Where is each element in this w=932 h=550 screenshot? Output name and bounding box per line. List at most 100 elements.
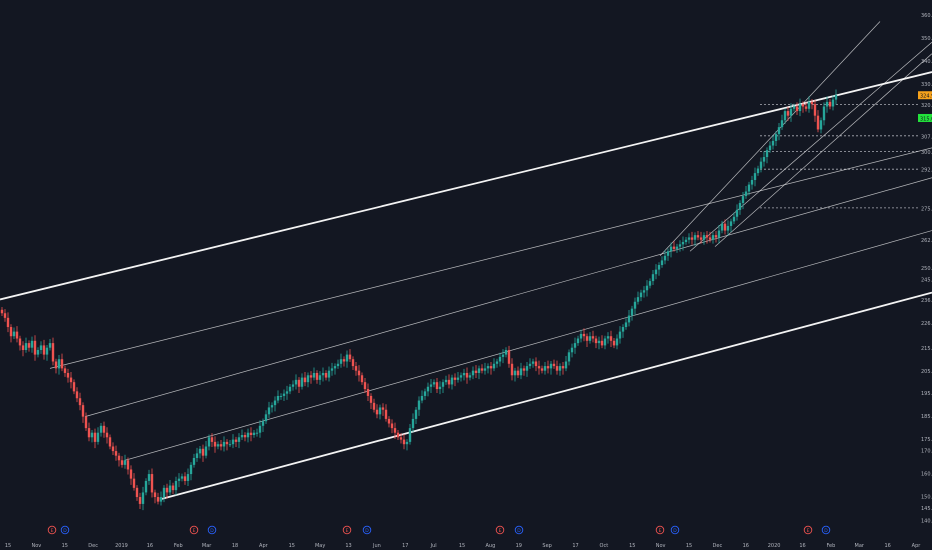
y-tick-label: 175.50 (921, 437, 932, 443)
trend-line-steep-channel-upper[interactable] (659, 21, 881, 257)
event-marker-earnings[interactable]: E (655, 525, 665, 535)
candle (45, 344, 49, 361)
candle-body (297, 379, 301, 387)
trend-line-upper-boundary[interactable] (0, 71, 932, 301)
trend-line-steep-channel-mid[interactable] (689, 41, 932, 252)
candle (144, 478, 148, 496)
candle-body (570, 347, 574, 353)
event-marker-earnings[interactable]: E (47, 525, 57, 535)
y-tick-label: 226.00 (921, 321, 932, 327)
candle-body (438, 386, 442, 390)
candle-body (597, 340, 601, 344)
candle (495, 358, 499, 368)
candle (150, 468, 154, 498)
candle (234, 436, 238, 447)
y-tick-label: 250.00 (921, 266, 932, 272)
candle-body (684, 239, 688, 243)
price-badge-label: 315.00 (920, 116, 932, 122)
event-marker-earnings[interactable]: E (803, 525, 813, 535)
event-marker-circle (495, 525, 505, 535)
candle (657, 262, 661, 276)
candle-body (309, 375, 313, 378)
trend-line-mid-line-2[interactable] (84, 177, 932, 417)
candle-body (810, 101, 814, 105)
candle-body (633, 301, 637, 309)
candle (516, 366, 520, 379)
price-axis[interactable]: 360.00 350.00 340.00 330.00 324.90 320.92 315.… (918, 13, 932, 525)
trend-lines[interactable] (0, 21, 932, 501)
trend-line-lower-boundary[interactable] (159, 291, 932, 501)
event-marker-dividend[interactable]: D (821, 525, 831, 535)
y-tick-label: 292.70 (921, 168, 932, 174)
candle (756, 165, 760, 176)
candle-body (498, 356, 502, 362)
candle-body (765, 150, 769, 158)
candle-body (813, 104, 817, 116)
candle (342, 356, 346, 367)
candle-body (231, 439, 235, 445)
trend-line-steep-channel-lower[interactable] (714, 53, 932, 247)
candle (222, 436, 226, 452)
x-tick-label: 15 (5, 543, 11, 549)
candle (375, 404, 379, 419)
event-marker-dividend[interactable]: D (362, 525, 372, 535)
candle-body (237, 437, 241, 442)
candle-body (303, 377, 307, 383)
y-tick-label: 145.50 (921, 506, 932, 512)
candle (60, 353, 64, 372)
x-tick-label: 16 (743, 543, 749, 549)
candle-body (171, 485, 175, 491)
x-tick-label: 15 (629, 543, 635, 549)
candle-body (540, 368, 544, 371)
candle (720, 220, 724, 234)
candle (33, 335, 37, 361)
candle-body (294, 379, 298, 385)
price-badge-green[interactable]: 315.00 (918, 113, 932, 123)
candle-body (657, 265, 661, 270)
candle-body (561, 366, 565, 369)
candle-body (102, 425, 106, 433)
candle-body (189, 464, 193, 475)
y-tick-label: 300.45 (921, 150, 932, 156)
candle (345, 350, 349, 368)
candle (321, 367, 325, 382)
candle-body (180, 476, 184, 479)
time-axis[interactable]: 15 Nov 15 Dec 2019 16 Feb Mar 18 Apr 15 May 13 Jun 17 J… (5, 543, 921, 549)
candle-body (423, 391, 427, 396)
candle (72, 379, 76, 395)
candle-body (492, 363, 496, 369)
candle-body (378, 407, 382, 415)
candle-body (483, 368, 487, 371)
candle-body (216, 444, 220, 447)
trend-line-mid-line-3[interactable] (124, 230, 932, 461)
candle-body (789, 108, 793, 116)
candle (738, 200, 742, 215)
candle-body (510, 363, 514, 376)
candle (498, 352, 502, 367)
event-marker-earnings[interactable]: E (189, 525, 199, 535)
candle (132, 473, 136, 491)
price-badge-last_price[interactable]: 324.90 (918, 91, 932, 100)
candle-body (222, 441, 226, 447)
candle-body (375, 409, 379, 415)
candle-body (108, 437, 112, 447)
candle (786, 106, 790, 121)
candle (798, 98, 802, 117)
candle (633, 297, 637, 315)
event-marker-dividend[interactable]: D (670, 525, 680, 535)
candle-body (255, 432, 259, 434)
candle-body (402, 439, 406, 445)
candle-body (696, 235, 700, 238)
event-marker-earnings[interactable]: E (342, 525, 352, 535)
x-tick-label: Apr (912, 543, 922, 549)
candle-body (762, 157, 766, 162)
event-marker-dividend[interactable]: D (207, 525, 217, 535)
candle-body (768, 145, 772, 151)
candle (54, 358, 58, 374)
event-marker-dividend[interactable]: D (514, 525, 524, 535)
event-marker-earnings[interactable]: E (495, 525, 505, 535)
event-marker-dividend[interactable]: D (60, 525, 70, 535)
candle-body (252, 432, 256, 435)
